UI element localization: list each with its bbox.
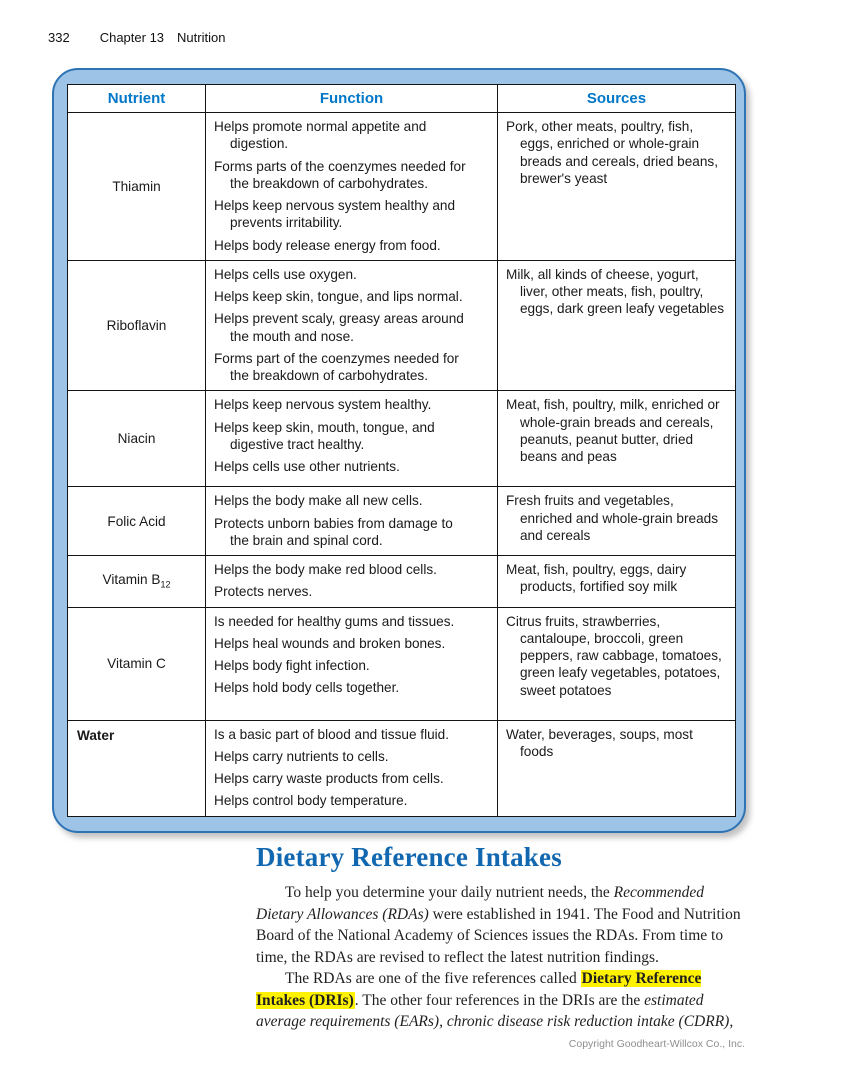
function-item: Helps body fight infection. (214, 658, 370, 673)
sources-cell: Citrus fruits, strawberries, cantaloupe,… (497, 606, 736, 721)
function-cell: Is a basic part of blood and tissue flui… (205, 719, 498, 817)
function-item: Protects unborn babies from damage to th… (214, 515, 453, 548)
table-row: Thiamin Helps promote normal appetite and… (67, 112, 736, 261)
sources-text: Fresh fruits and vegetables, enriched an… (506, 493, 718, 543)
function-item: Helps body release energy from food. (214, 237, 441, 253)
sources-text: Meat, fish, poultry, eggs, dairy product… (506, 562, 687, 595)
function-item: Forms parts of the coenzymes needed for … (214, 158, 466, 191)
copyright-footer: Copyright Goodheart-Willcox Co., Inc. (568, 1038, 745, 1050)
nutrient-name: Water (77, 727, 115, 743)
page-number: 332 (48, 30, 70, 45)
nutrient-name: Folic Acid (107, 513, 166, 529)
nutrient-cell: Thiamin (67, 112, 206, 261)
column-header-sources: Sources (497, 84, 736, 113)
sources-cell: Fresh fruits and vegetables, enriched an… (497, 486, 736, 556)
column-header-nutrient: Nutrient (67, 84, 206, 113)
table-header-row: Nutrient Function Sources (67, 84, 736, 113)
paragraph: To help you determine your daily nutrien… (256, 882, 745, 968)
content-section: Dietary Reference Intakes To help you de… (256, 842, 745, 1033)
column-header-function: Function (205, 84, 498, 113)
section-paragraphs: To help you determine your daily nutrien… (256, 882, 745, 1033)
function-item: Protects nerves. (214, 584, 313, 600)
table-row: Vitamin C Is needed for healthy gums and … (67, 606, 736, 721)
sources-text: Pork, other meats, poultry, fish, eggs, … (506, 119, 718, 186)
function-item: Forms part of the coenzymes needed for t… (214, 350, 459, 383)
nutrient-name: Thiamin (112, 178, 161, 194)
sources-text: Meat, fish, poultry, milk, enriched or w… (506, 397, 720, 464)
function-item: Helps keep skin, mouth, tongue, and dige… (214, 419, 435, 452)
function-item: Helps promote normal appetite and digest… (214, 119, 427, 152)
nutrient-cell: Niacin (67, 390, 206, 488)
italic-text-segment: Recommended Dietary Allowances (RDAs) (256, 884, 705, 923)
nutrient-subscript: 12 (160, 579, 171, 590)
function-item: Helps carry nutrients to cells. (214, 748, 389, 764)
nutrient-cell: Riboflavin (67, 259, 206, 392)
table-row: Vitamin B12 Helps the body make red blood… (67, 555, 736, 608)
text-segment: . The other four references in the DRIs … (354, 991, 645, 1009)
text-segment: To help you determine your daily nutrien… (285, 884, 614, 901)
nutrient-cell: Vitamin C (67, 606, 206, 721)
sources-cell: Pork, other meats, poultry, fish, eggs, … (497, 112, 736, 261)
function-item: Helps keep skin, tongue, and lips normal… (214, 289, 463, 304)
function-item: Helps keep nervous system healthy and pr… (214, 198, 456, 231)
function-cell: Helps promote normal appetite and digest… (205, 112, 498, 261)
table-row: Riboflavin Helps cells use oxygen. Helps k… (67, 259, 736, 392)
chapter-label: Chapter 13 (99, 30, 165, 45)
function-cell: Helps keep nervous system healthy. Helps … (205, 390, 498, 488)
page-header: 332 Chapter 13 Nutrition (48, 30, 225, 45)
function-item: Helps keep nervous system healthy. (214, 397, 432, 413)
nutrient-name: Niacin (117, 431, 156, 447)
sources-text: Water, beverages, soups, most foods (506, 726, 693, 759)
function-item: Helps prevent scaly, greasy areas around… (214, 311, 464, 344)
function-item: Is needed for healthy gums and tissues. (214, 613, 455, 629)
function-item: Helps heal wounds and broken bones. (214, 635, 446, 651)
italic-text-segment: estimated average requirements (EARs), c… (256, 991, 734, 1031)
function-item: Helps cells use oxygen. (214, 266, 357, 282)
function-item: Helps hold body cells together. (214, 680, 400, 696)
nutrient-name: Vitamin C (107, 655, 166, 671)
nutrient-cell: Folic Acid (67, 486, 206, 556)
function-cell: Is needed for healthy gums and tissues. H… (205, 606, 498, 721)
sources-cell: Meat, fish, poultry, milk, enriched or w… (497, 390, 736, 488)
nutrient-name: Vitamin B (102, 572, 161, 588)
sources-text: Citrus fruits, strawberries, cantaloupe,… (506, 613, 722, 698)
sources-text: Milk, all kinds of cheese, yogurt, liver… (506, 266, 725, 317)
sources-cell: Water, beverages, soups, most foods (497, 719, 736, 817)
text-segment: The RDAs are one of the five references … (285, 970, 581, 988)
function-item: Helps control body temperature. (214, 793, 408, 809)
table-row: Niacin Helps keep nervous system healthy.… (67, 390, 736, 488)
table-row: Water Is a basic part of blood and tissue… (67, 719, 736, 817)
function-item: Helps the body make red blood cells. (214, 562, 437, 577)
section-heading: Dietary Reference Intakes (256, 842, 562, 872)
nutrient-name: Riboflavin (106, 317, 167, 333)
nutrient-table-body: Thiamin Helps promote normal appetite and… (67, 112, 736, 817)
function-item: Helps the body make all new cells. (214, 493, 423, 509)
nutrient-cell: Vitamin B12 (67, 555, 206, 608)
nutrient-table-frame: Nutrient Function Sources Thiamin Helps p… (52, 68, 746, 833)
text-segment: were established in 1941. The Food and N… (256, 905, 741, 966)
paragraph: The RDAs are one of the five references … (256, 968, 745, 1033)
table-row: Folic Acid Helps the body make all new ce… (67, 486, 736, 556)
sources-cell: Milk, all kinds of cheese, yogurt, liver… (497, 259, 736, 392)
function-cell: Helps cells use oxygen. Helps keep skin, … (205, 259, 498, 392)
function-item: Helps carry waste products from cells. (214, 771, 444, 786)
chapter-title: Nutrition (177, 30, 226, 45)
nutrient-table: Nutrient Function Sources Thiamin Helps p… (67, 84, 736, 817)
function-item: Helps cells use other nutrients. (214, 459, 400, 474)
function-cell: Helps the body make all new cells. Protec… (205, 486, 498, 556)
sources-cell: Meat, fish, poultry, eggs, dairy product… (497, 555, 736, 608)
nutrient-cell: Water (67, 719, 206, 817)
function-cell: Helps the body make red blood cells. Prot… (205, 555, 498, 608)
function-item: Is a basic part of blood and tissue flui… (214, 726, 450, 742)
